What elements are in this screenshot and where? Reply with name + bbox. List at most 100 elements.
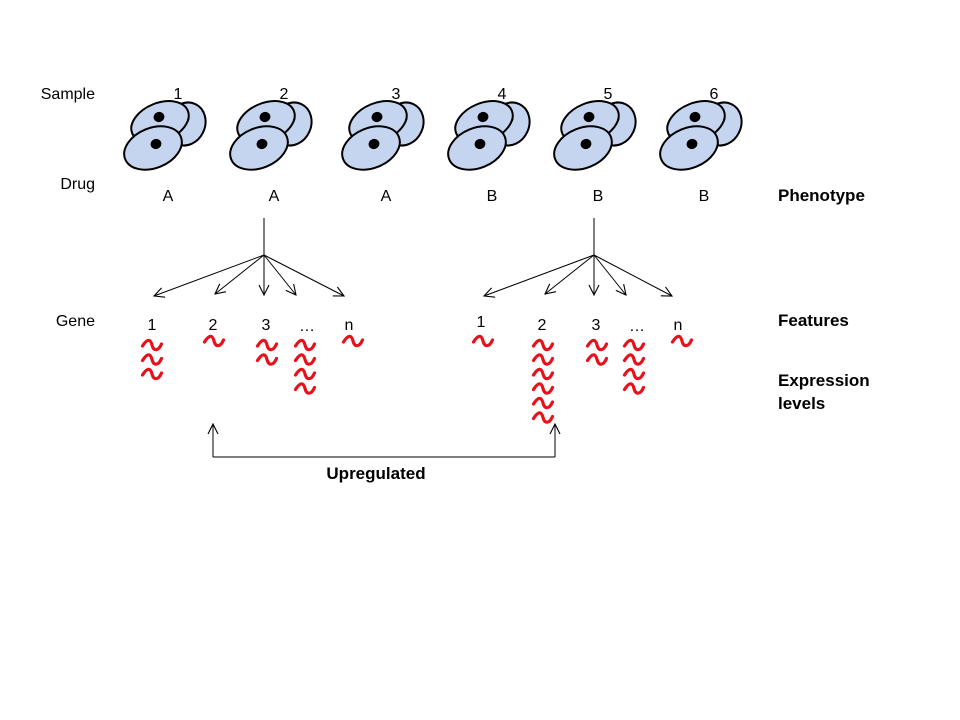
expression-wave-icon bbox=[341, 334, 365, 348]
drug-label: A bbox=[381, 188, 392, 205]
features-label: Features bbox=[778, 311, 849, 330]
nucleus bbox=[580, 138, 592, 150]
cell-cluster-icon bbox=[447, 100, 531, 171]
gene-label: 2 bbox=[209, 317, 218, 334]
sample-number: 4 bbox=[498, 86, 507, 103]
expression-wave-icon bbox=[255, 338, 279, 352]
cell-cluster-icon bbox=[553, 100, 637, 171]
gene-group-2: 1 2 3 … n bbox=[471, 314, 694, 424]
sample-1: 1A bbox=[123, 86, 207, 205]
nucleus bbox=[371, 111, 383, 123]
gene-group-1: 1 2 3 … n bbox=[140, 317, 365, 395]
cell-cluster-icon bbox=[341, 100, 425, 171]
sample-row-label: Sample bbox=[41, 86, 95, 103]
sample-2: 2A bbox=[229, 86, 313, 205]
drug-row-label: Drug bbox=[60, 176, 95, 193]
expression-levels-label-line1: Expression bbox=[778, 371, 870, 390]
gene-label: 2 bbox=[538, 317, 547, 334]
nucleus bbox=[153, 111, 165, 123]
drug-label: A bbox=[163, 188, 174, 205]
gene-label: 1 bbox=[477, 314, 486, 331]
sample-number: 2 bbox=[280, 86, 289, 103]
nucleus bbox=[368, 138, 380, 150]
nucleus bbox=[689, 111, 701, 123]
upregulated-label: Upregulated bbox=[326, 464, 425, 483]
gene-column: n bbox=[341, 317, 365, 348]
drug-label: B bbox=[593, 188, 604, 205]
branch-arrow bbox=[484, 254, 595, 296]
gene-column: … bbox=[622, 318, 646, 395]
expression-wave-icon bbox=[140, 367, 164, 381]
drug-label: A bbox=[269, 188, 280, 205]
expression-wave-icon bbox=[622, 353, 646, 366]
expression-wave-icon bbox=[670, 334, 694, 348]
branch-arrow bbox=[545, 254, 595, 294]
branch-arrow bbox=[263, 254, 296, 295]
expression-wave-icon bbox=[140, 353, 164, 366]
nucleus bbox=[259, 111, 271, 123]
gene-column: 3 bbox=[255, 317, 279, 366]
sample-number: 1 bbox=[174, 86, 183, 103]
gene-branches bbox=[154, 218, 672, 296]
drug-label: B bbox=[487, 188, 498, 205]
expression-wave-icon bbox=[531, 353, 555, 366]
nucleus bbox=[150, 138, 162, 150]
expression-wave-icon bbox=[585, 353, 609, 366]
expression-wave-icon bbox=[140, 338, 164, 352]
gene-column: 1 bbox=[140, 317, 164, 381]
branch-arrow bbox=[593, 254, 672, 296]
gene-label: 1 bbox=[148, 317, 157, 334]
expression-wave-icon bbox=[471, 334, 495, 348]
expression-levels-label-line2: levels bbox=[778, 394, 825, 413]
nucleus bbox=[474, 138, 486, 150]
branch-group-1 bbox=[154, 218, 344, 296]
branch-arrow bbox=[593, 254, 626, 295]
gene-column: 2 bbox=[531, 317, 555, 424]
gene-column: 2 bbox=[202, 317, 226, 348]
gene-column: 1 bbox=[471, 314, 495, 348]
expression-wave-icon bbox=[531, 382, 555, 395]
sample-3: 3A bbox=[341, 86, 425, 205]
expression-wave-icon bbox=[293, 382, 317, 395]
expression-wave-icon bbox=[293, 353, 317, 366]
gene-column: n bbox=[670, 317, 694, 348]
branch-arrow bbox=[263, 254, 344, 296]
sample-number: 5 bbox=[604, 86, 613, 103]
nucleus bbox=[256, 138, 268, 150]
branch-arrow bbox=[215, 254, 265, 294]
expression-wave-icon bbox=[531, 396, 555, 410]
branch-group-2 bbox=[484, 218, 672, 296]
gene-label: n bbox=[674, 317, 683, 334]
sample-number: 6 bbox=[710, 86, 719, 103]
cell-cluster-icon bbox=[123, 100, 207, 171]
gene-label: 3 bbox=[262, 317, 271, 334]
expression-wave-icon bbox=[293, 367, 317, 381]
drug-label: B bbox=[699, 188, 710, 205]
sample-5: 5B bbox=[553, 86, 637, 205]
gene-label: n bbox=[345, 317, 354, 334]
gene-row-label: Gene bbox=[56, 313, 95, 330]
expression-wave-icon bbox=[531, 338, 555, 352]
expression-wave-icon bbox=[293, 338, 317, 352]
expression-wave-icon bbox=[622, 338, 646, 352]
expression-wave-icon bbox=[202, 334, 226, 348]
expression-wave-icon bbox=[255, 353, 279, 366]
nucleus bbox=[686, 138, 698, 150]
expression-wave-icon bbox=[531, 367, 555, 381]
cell-cluster-icon bbox=[229, 100, 313, 171]
expression-wave-icon bbox=[531, 411, 555, 424]
gene-column: … bbox=[293, 318, 317, 395]
nucleus bbox=[583, 111, 595, 123]
nucleus bbox=[477, 111, 489, 123]
sample-6: 6B bbox=[659, 86, 743, 205]
gene-column: 3 bbox=[585, 317, 609, 366]
gene-label: … bbox=[629, 318, 645, 335]
sample-4: 4B bbox=[447, 86, 531, 205]
phenotype-label: Phenotype bbox=[778, 186, 865, 205]
gene-label: 3 bbox=[592, 317, 601, 334]
gene-features: 1 2 3 … n 1 2 3 … n bbox=[140, 314, 694, 424]
expression-wave-icon bbox=[585, 338, 609, 352]
expression-wave-icon bbox=[622, 367, 646, 381]
